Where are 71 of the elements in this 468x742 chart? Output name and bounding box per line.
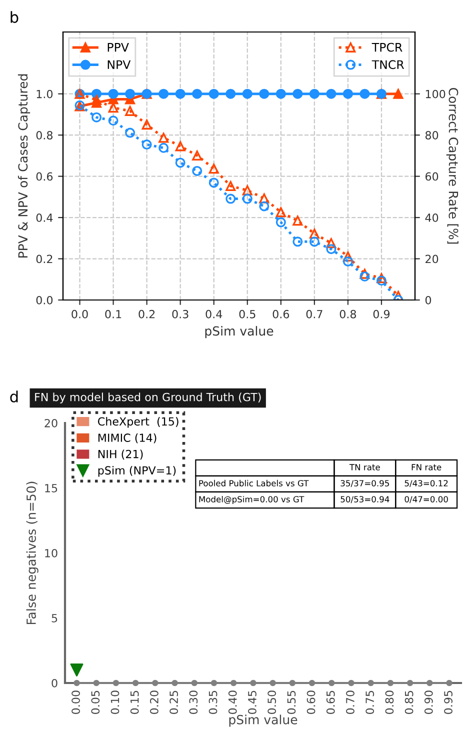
x-tick-label: 0.80: [385, 690, 394, 714]
y-axis-title: False negatives (n=50): [26, 482, 38, 624]
annotation: Model@pSim=0.00 vs GT: [199, 496, 304, 504]
annotation: 50/53=0.94: [340, 496, 390, 504]
legend-label: PPV: [108, 42, 129, 52]
y2-tick-label: 0: [425, 296, 432, 304]
x-tick-label: 0.35: [208, 690, 218, 714]
x-tick-label: 0.00: [72, 690, 80, 714]
x-tick-label: 0.10: [110, 690, 120, 714]
x-tick-label: 0.05: [91, 690, 100, 714]
x-tick-label: 0.60: [306, 690, 316, 714]
y2-tick-label: 80: [425, 131, 438, 140]
x-tick-label: 0.1: [105, 310, 122, 318]
x-tick-label: 0.55: [287, 690, 296, 714]
annotation: 5/43=0.12: [404, 480, 448, 488]
y-tick-label: 0.0: [36, 296, 53, 304]
x-tick-label: 0.45: [248, 690, 256, 714]
y-tick-label: 0.6: [36, 172, 53, 181]
y-tick-label: 5: [52, 614, 58, 622]
y-tick-label: 0.8: [36, 131, 53, 140]
x-tick-label: 0.6: [272, 310, 290, 318]
x-tick-label: 0.5: [239, 310, 256, 318]
legend-label: NPV: [108, 60, 131, 69]
x-tick-label: 0.95: [444, 690, 452, 714]
x-tick-label: 0.8: [340, 310, 356, 318]
x-tick-label: 0.65: [326, 690, 335, 714]
text: b: [10, 11, 18, 23]
x-tick-label: 0.20: [150, 690, 158, 714]
x-tick-label: 0.85: [404, 690, 414, 714]
x-tick-label: 0.75: [366, 690, 374, 714]
legend-label: TNCR: [372, 60, 404, 70]
y2-tick-label: 100: [426, 90, 446, 98]
legend-label: MIMIC (14): [98, 433, 156, 444]
y-tick-label: 15: [45, 484, 58, 492]
annotation: 0/47=0.00: [404, 496, 448, 504]
y-axis-title: PPV & NPV of Cases Captured: [18, 74, 30, 258]
x-tick-label: 0.3: [172, 310, 188, 318]
x-tick-label: 0.30: [189, 690, 198, 714]
y-tick-label: 10: [45, 548, 58, 558]
x-tick-label: 0.50: [268, 690, 276, 714]
legend-label: TPCR: [372, 42, 402, 52]
annotation: TN rate: [349, 464, 380, 470]
legend-label: NIH (21): [98, 450, 143, 460]
x-tick-label: 0.9: [373, 310, 390, 318]
y-tick-label: 0.2: [36, 254, 52, 264]
text: d: [10, 390, 18, 402]
x-axis-title: pSim value: [205, 326, 274, 338]
chart-title: FN by model based on Ground Truth (GT): [35, 392, 261, 404]
x-tick-label: 0.40: [228, 690, 237, 714]
x-tick-label: 0.90: [424, 690, 433, 714]
x-tick-label: 0.15: [130, 690, 139, 714]
y2-tick-label: 20: [426, 254, 438, 264]
annotation: FN rate: [412, 464, 442, 470]
y-tick-label: 0: [52, 678, 58, 688]
x-tick-label: 0.0: [72, 310, 88, 318]
x-tick-label: 0.25: [170, 690, 178, 714]
x-tick-label: 0.2: [138, 310, 155, 318]
x-tick-label: 0.4: [206, 310, 222, 318]
x-axis-title: pSim value: [229, 714, 298, 727]
x-tick-label: 0.70: [346, 690, 354, 714]
y2-tick-label: 60: [426, 172, 438, 181]
x-tick-label: 0.7: [306, 310, 322, 318]
y-tick-label: 20: [44, 418, 58, 428]
y-tick-label: 1.0: [36, 90, 53, 98]
y2-tick-label: 40: [425, 214, 438, 222]
legend-label: CheXpert (15): [98, 417, 178, 428]
y-tick-label: 0.4: [36, 214, 53, 222]
annotation: Pooled Public Labels vs GT: [199, 480, 309, 486]
legend-label: pSim (NPV=1): [98, 466, 176, 477]
y2-axis-title: Correct Capture Rate [%]: [446, 88, 458, 244]
annotation: 35/37=0.95: [340, 480, 389, 488]
